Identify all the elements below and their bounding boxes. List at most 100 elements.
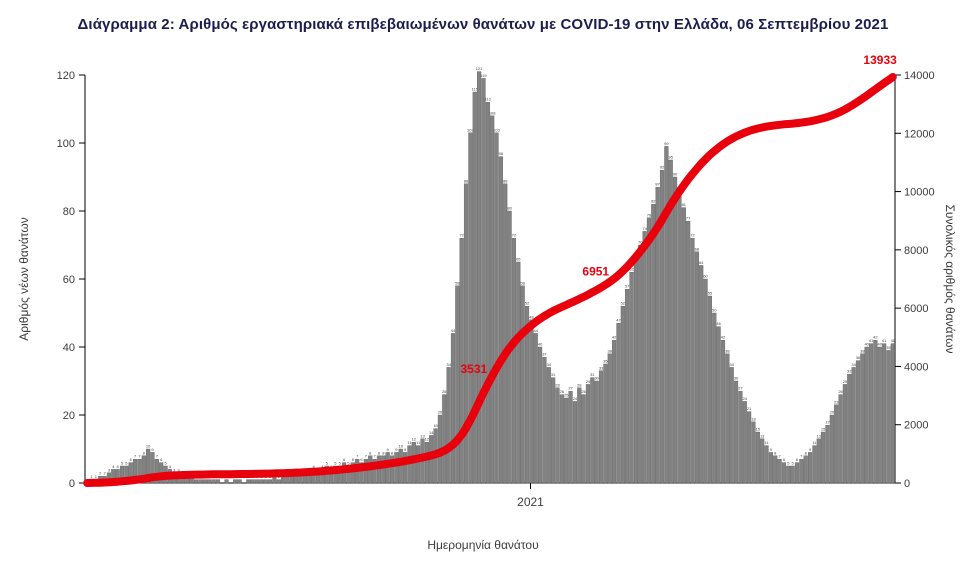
svg-text:10000: 10000: [904, 187, 935, 199]
svg-text:38: 38: [860, 348, 865, 353]
svg-text:6: 6: [360, 457, 363, 462]
svg-text:1: 1: [90, 474, 93, 479]
svg-text:80: 80: [507, 206, 512, 211]
svg-text:0: 0: [904, 478, 910, 490]
svg-text:108: 108: [489, 110, 496, 115]
svg-text:13: 13: [760, 433, 765, 438]
svg-text:50: 50: [712, 308, 717, 313]
svg-text:6000: 6000: [904, 303, 928, 315]
svg-text:100: 100: [57, 138, 75, 150]
svg-text:38: 38: [725, 348, 730, 353]
svg-text:6: 6: [796, 457, 799, 462]
svg-text:7: 7: [365, 454, 368, 459]
svg-text:4: 4: [112, 464, 115, 469]
svg-text:8: 8: [369, 450, 372, 455]
svg-text:14000: 14000: [904, 70, 935, 82]
svg-text:5: 5: [334, 461, 337, 466]
svg-text:2: 2: [103, 471, 106, 476]
svg-text:20: 20: [830, 410, 835, 415]
svg-text:9: 9: [809, 447, 812, 452]
svg-text:40: 40: [538, 342, 543, 347]
svg-text:24: 24: [573, 396, 578, 401]
svg-text:4: 4: [117, 464, 120, 469]
svg-text:9: 9: [395, 447, 398, 452]
svg-text:5: 5: [125, 461, 128, 466]
svg-text:8: 8: [382, 450, 385, 455]
svg-text:35: 35: [603, 359, 608, 364]
svg-text:48: 48: [529, 314, 534, 319]
svg-text:26: 26: [560, 389, 565, 394]
svg-text:52: 52: [621, 301, 626, 306]
svg-text:39: 39: [886, 345, 891, 350]
svg-text:20: 20: [438, 410, 443, 415]
svg-text:87: 87: [655, 182, 660, 187]
svg-text:121: 121: [476, 66, 483, 71]
svg-text:47: 47: [616, 318, 621, 323]
svg-text:7: 7: [800, 454, 803, 459]
chart-title: Διάγραμμα 2: Αριθμός εργαστηριακά επιβεβ…: [77, 16, 889, 33]
svg-text:4: 4: [169, 464, 172, 469]
svg-text:82: 82: [651, 199, 656, 204]
svg-text:36: 36: [856, 355, 861, 360]
svg-text:29: 29: [586, 379, 591, 384]
svg-text:37: 37: [542, 352, 547, 357]
svg-text:96: 96: [499, 151, 504, 156]
svg-text:24: 24: [743, 396, 748, 401]
svg-text:8: 8: [805, 450, 808, 455]
svg-text:40: 40: [864, 342, 869, 347]
svg-text:46: 46: [716, 321, 721, 326]
svg-text:0: 0: [69, 478, 75, 490]
svg-text:4: 4: [313, 464, 316, 469]
svg-text:32: 32: [847, 369, 852, 374]
svg-text:5: 5: [164, 461, 167, 466]
svg-text:92: 92: [660, 165, 665, 170]
svg-text:4: 4: [321, 464, 324, 469]
svg-text:11: 11: [812, 440, 817, 445]
svg-text:44: 44: [451, 328, 456, 333]
svg-text:58: 58: [455, 280, 460, 285]
svg-text:33: 33: [599, 365, 604, 370]
svg-text:60: 60: [703, 274, 708, 279]
svg-text:5: 5: [347, 461, 350, 466]
svg-text:6951: 6951: [582, 265, 609, 279]
svg-text:13: 13: [420, 433, 425, 438]
svg-text:34: 34: [851, 362, 856, 367]
svg-text:103: 103: [493, 127, 500, 132]
svg-text:5: 5: [787, 461, 790, 466]
svg-text:115: 115: [472, 87, 479, 92]
svg-text:38: 38: [608, 348, 613, 353]
svg-text:40: 40: [63, 342, 75, 354]
svg-text:6: 6: [343, 457, 346, 462]
svg-text:6: 6: [160, 457, 163, 462]
svg-text:120: 120: [57, 70, 75, 82]
svg-text:3: 3: [178, 467, 181, 472]
svg-text:30: 30: [734, 376, 739, 381]
svg-text:11: 11: [416, 440, 421, 445]
svg-text:30: 30: [594, 376, 599, 381]
svg-text:9: 9: [151, 447, 154, 452]
svg-text:40: 40: [878, 342, 883, 347]
svg-text:29: 29: [843, 379, 848, 384]
svg-text:99: 99: [664, 141, 669, 146]
svg-text:28: 28: [577, 382, 582, 387]
svg-text:26: 26: [581, 389, 586, 394]
svg-text:16: 16: [433, 423, 438, 428]
svg-text:1: 1: [95, 474, 98, 479]
svg-text:8: 8: [143, 450, 146, 455]
svg-text:119: 119: [480, 73, 487, 78]
svg-text:2: 2: [99, 471, 102, 476]
svg-text:26: 26: [442, 389, 447, 394]
svg-text:13: 13: [817, 433, 822, 438]
svg-text:17: 17: [825, 420, 830, 425]
svg-text:103: 103: [467, 127, 474, 132]
svg-text:58: 58: [520, 280, 525, 285]
svg-text:3: 3: [173, 467, 176, 472]
svg-text:8: 8: [378, 450, 381, 455]
svg-text:2021: 2021: [517, 495, 544, 509]
svg-text:42: 42: [873, 335, 878, 340]
svg-text:9: 9: [404, 447, 407, 452]
svg-text:10: 10: [146, 444, 151, 449]
svg-text:20: 20: [63, 410, 75, 422]
svg-text:4: 4: [330, 464, 333, 469]
svg-text:7: 7: [356, 454, 359, 459]
